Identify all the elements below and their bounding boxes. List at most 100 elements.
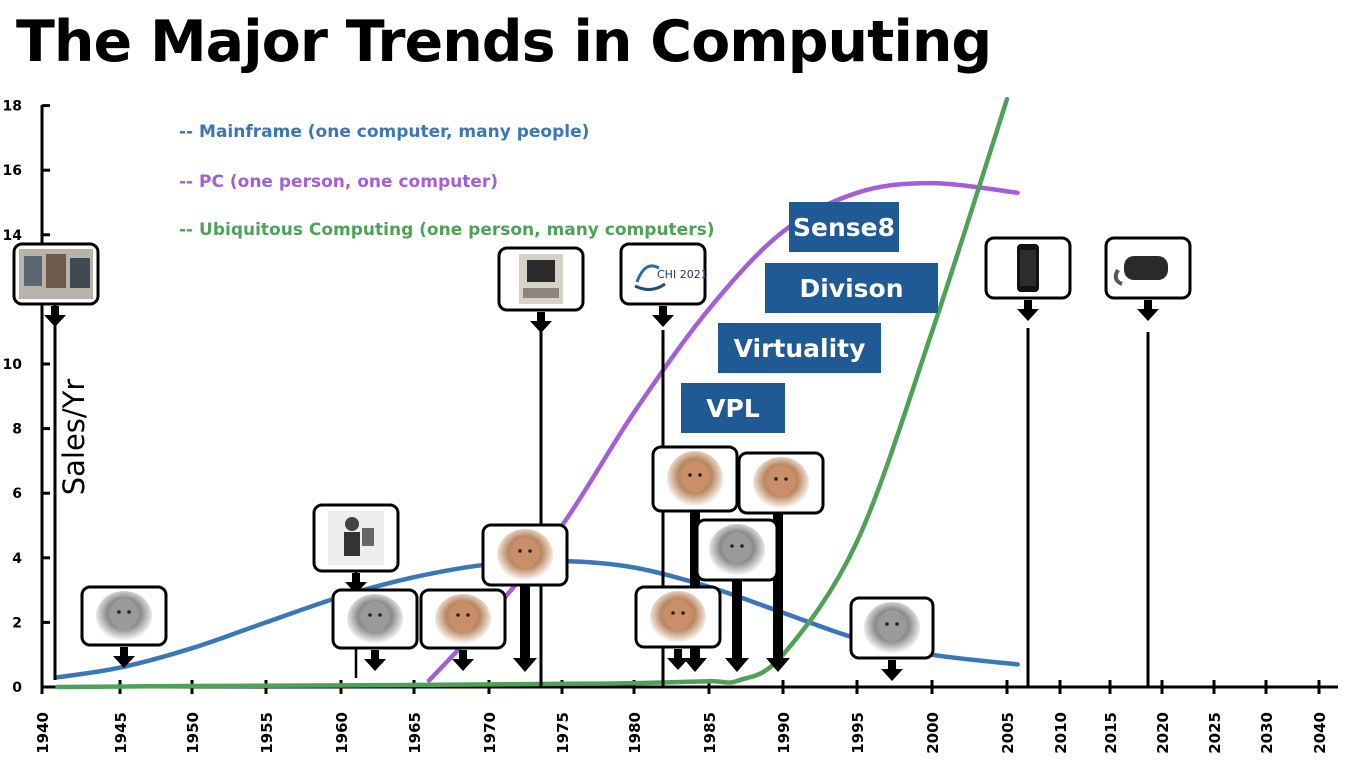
y-tick-label: 0 [12, 680, 22, 696]
company-label-text: Sense8 [793, 213, 895, 242]
portrait-1984-photo [651, 445, 739, 517]
series-line-2 [55, 96, 1010, 690]
y-tick-label: 4 [12, 551, 22, 567]
arrow-down-icon [345, 582, 367, 594]
arrow-stem [732, 580, 742, 586]
portrait-1990-photo [737, 451, 825, 519]
arrow-down-icon [652, 315, 674, 327]
face-eye [740, 544, 744, 548]
company-label-box [789, 202, 899, 252]
arrow-stem [352, 573, 360, 583]
legend-entry-2: -- Ubiquitous Computing (one person, man… [179, 220, 714, 240]
engineer-at-machine-photo [312, 503, 400, 594]
y-tick-label: 8 [12, 422, 22, 438]
company-label-box [681, 383, 785, 433]
company-label-sense8: Sense8 [789, 202, 899, 252]
portrait-1945-photo [80, 585, 168, 668]
company-label-box [718, 323, 881, 373]
x-tick-label: 2000 [924, 712, 942, 754]
legend-entry-0: -- Mainframe (one computer, many people) [179, 122, 589, 142]
arrow-down-icon [766, 658, 790, 672]
x-tick-label: 2030 [1258, 712, 1276, 754]
vr-headset-photo [1104, 236, 1192, 321]
timeline-stem [520, 587, 530, 660]
vr-headset-photo [1124, 256, 1168, 280]
machine-shape [362, 528, 374, 546]
arrow-down-icon [513, 658, 537, 672]
arrow-stem [51, 306, 59, 316]
arrow-down-icon [1017, 309, 1039, 321]
cabinet-shape [24, 256, 42, 286]
arrow-stem [459, 650, 467, 660]
arrow-stem [674, 649, 682, 659]
face-shape [768, 465, 794, 497]
company-label-box [765, 263, 938, 313]
arrow-down-icon [113, 656, 135, 668]
face-shape [724, 532, 750, 564]
x-tick-label: 1980 [626, 712, 644, 754]
portrait-1972-photo [481, 523, 569, 591]
face-eye [774, 477, 778, 481]
face-eye [368, 613, 372, 617]
face-shape [682, 461, 708, 493]
face-eye [671, 611, 675, 615]
strap-shape [1113, 268, 1123, 286]
company-label-virtuality: Virtuality [718, 323, 881, 373]
face-shape [665, 599, 691, 631]
face-eye [456, 613, 460, 617]
face-eye [730, 544, 734, 548]
arrow-stem [120, 647, 128, 657]
face-shape [111, 598, 137, 630]
face-eye [895, 622, 899, 626]
face-eye [466, 613, 470, 617]
arrow-stem [773, 513, 783, 519]
face-eye [688, 473, 692, 477]
company-label-text: Virtuality [734, 334, 866, 363]
arrow-down-icon [667, 658, 689, 670]
cabinet-shape [46, 254, 66, 288]
x-tick-label: 1985 [701, 712, 719, 754]
chi-logo-text: CHI 2021 [657, 268, 708, 281]
arrow-down-icon [1137, 309, 1159, 321]
x-tick-label: 2005 [999, 712, 1017, 754]
arrow-stem [1144, 300, 1152, 310]
face-shape [512, 537, 538, 569]
arrow-stem [888, 660, 896, 670]
chi-logo-swoosh [634, 282, 666, 291]
company-label-vpl: VPL [681, 383, 785, 433]
portrait-1997-photo [849, 596, 935, 681]
face-eye [681, 611, 685, 615]
face-eye [528, 549, 532, 553]
arrow-down-icon [881, 669, 903, 681]
arrow-down-icon [725, 658, 749, 672]
y-axis-label: Sales/Yr [57, 379, 91, 496]
x-tick-label: 2020 [1154, 712, 1172, 754]
arrow-stem [690, 511, 700, 517]
early-personal-computer-photo [497, 246, 585, 333]
monitor-shape [527, 260, 555, 282]
chi-logo-swoosh [635, 264, 660, 283]
x-tick-label: 2025 [1206, 712, 1224, 754]
x-tick-label: 2010 [1052, 712, 1070, 754]
person-body [344, 532, 360, 556]
y-tick-label: 6 [12, 486, 22, 502]
x-tick-label: 1955 [258, 712, 276, 754]
series-line-1 [426, 180, 1020, 683]
y-tick-label: 16 [3, 163, 22, 179]
y-tick-label: 2 [12, 615, 22, 631]
arrow-stem [537, 312, 545, 322]
face-eye [117, 610, 121, 614]
arrow-stem [371, 650, 379, 660]
timeline-stem [732, 580, 742, 660]
x-tick-label: 1960 [333, 712, 351, 754]
x-tick-label: 1975 [554, 712, 572, 754]
legend-entry-1: -- PC (one person, one computer) [179, 172, 498, 192]
arrow-down-icon [364, 659, 386, 671]
page-title: The Major Trends in Computing [16, 9, 992, 75]
arrow-down-icon [44, 315, 66, 327]
y-tick-label: 14 [3, 228, 23, 244]
chi-2021-logo: CHI 2021 [619, 242, 708, 327]
timeline-stems [53, 305, 1150, 687]
company-label-text: Divison [799, 274, 903, 303]
